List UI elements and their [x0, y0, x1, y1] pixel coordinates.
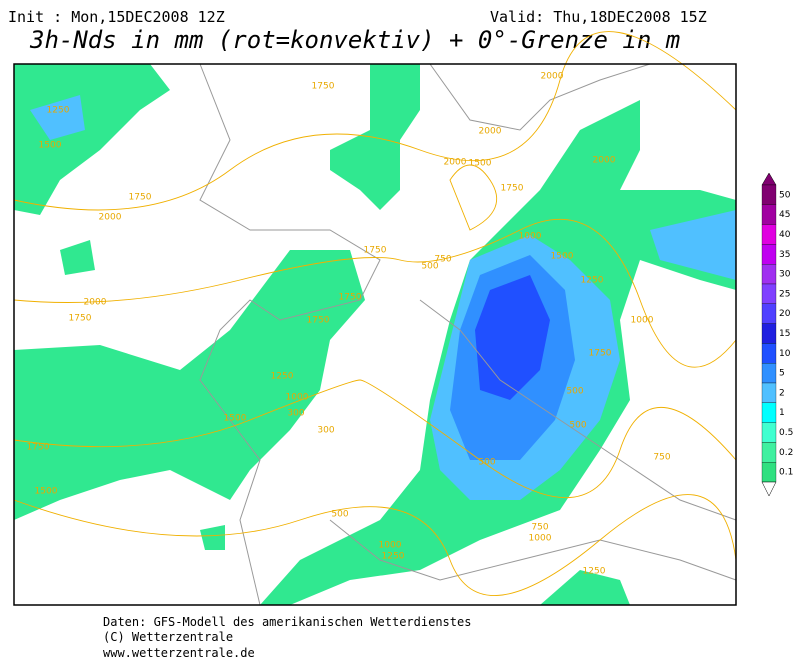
legend-label: 50: [779, 190, 791, 200]
contour-label: 1000: [529, 534, 552, 544]
map-title: 3h-Nds in mm (rot=konvektiv) + 0°-Grenze…: [29, 26, 680, 54]
legend-swatch: [761, 422, 777, 443]
legend-swatch: [761, 264, 777, 285]
footer-source: Daten: GFS-Modell des amerikanischen Wet…: [103, 615, 471, 629]
contour-label: 2000: [99, 213, 122, 223]
legend-label: 35: [779, 250, 790, 260]
contour-label: 1750: [364, 246, 387, 256]
contour-label: 1750: [589, 349, 612, 359]
legend-label: 15: [779, 329, 790, 339]
legend-swatch: [761, 382, 777, 403]
contour-label: 1250: [382, 552, 405, 562]
contour-label: 1750: [69, 314, 92, 324]
contour-label: 1250: [271, 372, 294, 382]
legend-label: 5: [779, 369, 785, 379]
contour-label: 750: [434, 255, 451, 265]
legend-swatch: [761, 303, 777, 324]
legend-label: 0.5: [779, 428, 793, 438]
map-frame: [13, 63, 737, 606]
valid-time: Valid: Thu,18DEC2008 15Z: [490, 8, 707, 26]
contour-label: 1500: [35, 487, 58, 497]
legend-swatch: [761, 402, 777, 423]
legend-swatch: [761, 442, 777, 463]
contour-label: 500: [331, 510, 348, 520]
legend-label: 2: [779, 388, 785, 398]
contour-label: 500: [566, 387, 583, 397]
contour-label: 2000: [444, 158, 467, 168]
freezing-level-isolines: [13, 31, 737, 596]
contour-label: 1750: [27, 443, 50, 453]
contour-label: 1500: [39, 141, 62, 151]
contour-label: 1500: [551, 252, 574, 262]
legend-label: 0.1: [779, 468, 793, 478]
contour-label: 1500: [224, 414, 247, 424]
legend-swatch: [761, 184, 777, 205]
contour-label: 500: [569, 421, 586, 431]
legend-label: 25: [779, 289, 790, 299]
footer-url: www.wetterzentrale.de: [103, 646, 255, 660]
contour-labels: 1750125015002000175020001750175017501250…: [27, 72, 671, 577]
coastlines: [199, 63, 737, 606]
init-time: Init : Mon,15DEC2008 12Z: [8, 8, 225, 26]
legend-swatch: [761, 283, 777, 304]
legend-swatch: [761, 462, 777, 483]
legend-swatch: [761, 204, 777, 225]
contour-label: 500: [478, 458, 495, 468]
legend-label: 40: [779, 230, 791, 240]
legend-label: 10: [779, 349, 791, 359]
legend-label: 20: [779, 309, 791, 319]
legend-arrow-bottom: [761, 481, 777, 497]
contour-label: 2000: [593, 156, 616, 166]
contour-label: 300: [287, 409, 304, 419]
contour-label: 1000: [286, 393, 309, 403]
contour-label: 1000: [631, 316, 654, 326]
legend-swatch: [761, 244, 777, 265]
legend-label: 30: [779, 270, 791, 280]
legend-swatch: [761, 224, 777, 245]
legend-label: 45: [779, 210, 790, 220]
legend-arrow-top: [761, 172, 777, 186]
contour-label: 500: [421, 262, 438, 272]
contour-label: 1750: [129, 193, 152, 203]
contour-label: 750: [531, 523, 548, 533]
contour-label: 1500: [469, 159, 492, 169]
contour-label: 750: [653, 453, 670, 463]
legend-label: 1: [779, 408, 785, 418]
contour-label: 1750: [312, 82, 335, 92]
legend: 50 45 40 35 30 25 20 15 10 5 2 1 0.5 0.2 0.1: [761, 172, 793, 497]
contour-label: 2000: [479, 127, 502, 137]
contour-label: 300: [317, 426, 334, 436]
contour-label: 1250: [47, 106, 70, 116]
legend-swatch: [761, 363, 777, 384]
contour-label: 1000: [519, 232, 542, 242]
legend-label: 0.2: [779, 448, 793, 458]
contour-label: 1250: [583, 567, 606, 577]
legend-swatch: [761, 343, 777, 364]
contour-label: 1750: [501, 184, 524, 194]
contour-label: 2000: [84, 298, 107, 308]
contour-label: 1750: [307, 316, 330, 326]
contour-label: 1000: [379, 541, 402, 551]
footer-copyright: (C) Wetterzentrale: [103, 630, 233, 644]
legend-swatch: [761, 323, 777, 344]
contour-label: 1250: [581, 276, 604, 286]
contour-label: 1750: [339, 293, 362, 303]
map: 1750125015002000175020001750175017501250…: [13, 31, 737, 606]
contour-label: 2000: [541, 72, 564, 82]
